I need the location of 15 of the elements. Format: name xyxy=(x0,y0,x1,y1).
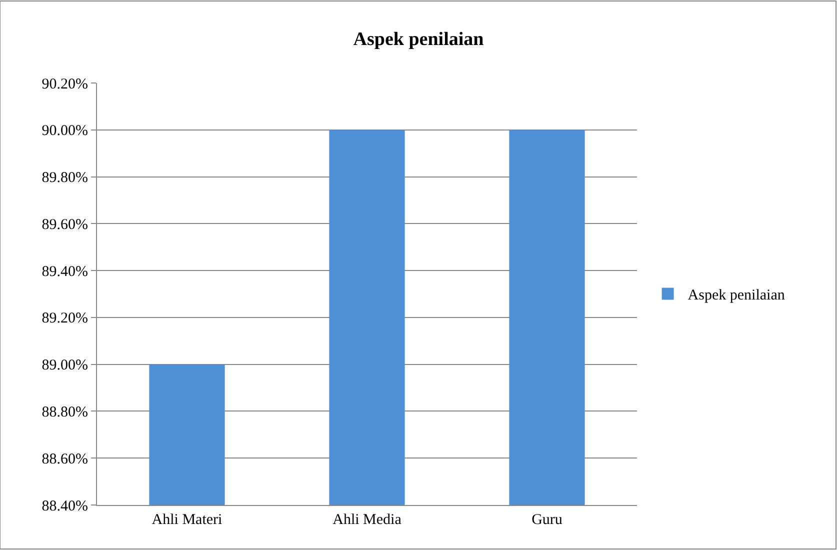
x-tick-label: Ahli Media xyxy=(332,512,402,528)
y-tick-label: 90.20% xyxy=(42,76,88,92)
chart-title: Aspek penilaian xyxy=(353,29,484,50)
y-tick-label: 88.40% xyxy=(42,498,88,514)
y-tick-label: 88.60% xyxy=(42,451,88,468)
y-tick-label: 90.00% xyxy=(42,123,88,140)
legend-label: Aspek penilaian xyxy=(688,288,786,304)
y-tick-label: 88.80% xyxy=(42,404,88,420)
y-tick-label: 89.40% xyxy=(42,264,88,280)
y-tick-label: 89.80% xyxy=(42,170,88,186)
y-tick-label: 89.60% xyxy=(42,216,88,233)
y-tick-label: 89.00% xyxy=(42,358,88,374)
y-tick-label: 89.20% xyxy=(42,310,88,327)
x-tick-label: Guru xyxy=(532,512,563,528)
x-tick-label: Ahli Materi xyxy=(152,512,222,528)
